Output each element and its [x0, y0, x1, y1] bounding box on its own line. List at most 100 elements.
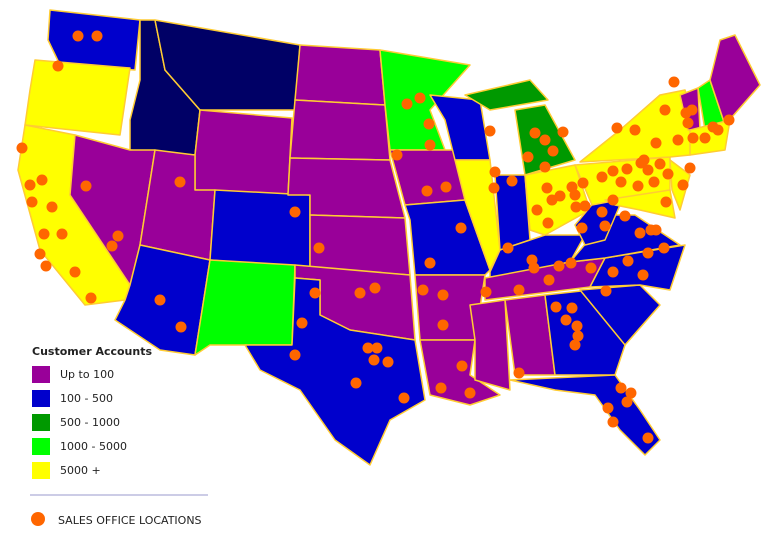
office-dot: [26, 196, 38, 208]
office-dot: [707, 121, 719, 133]
office-dot: [543, 274, 555, 286]
office-dot: [16, 142, 28, 154]
office-dot: [313, 242, 325, 254]
office-dot: [289, 206, 301, 218]
office-dot: [654, 158, 666, 170]
office-dot: [46, 201, 58, 213]
office-dot: [619, 210, 631, 222]
office-dot: [576, 222, 588, 234]
office-dot: [34, 248, 46, 260]
office-dot: [488, 182, 500, 194]
office-dot: [369, 282, 381, 294]
office-dot: [154, 294, 166, 306]
office-dot: [607, 266, 619, 278]
office-dot: [687, 132, 699, 144]
office-dot: [542, 217, 554, 229]
office-dot: [660, 196, 672, 208]
legend-label: 5000 +: [60, 464, 101, 477]
office-dot: [553, 260, 565, 272]
office-dot: [484, 125, 496, 137]
office-dot: [539, 134, 551, 146]
office-dot: [289, 349, 301, 361]
state: [154, 19, 301, 111]
office-dot: [599, 220, 611, 232]
state: [194, 259, 296, 356]
office-dot: [354, 287, 366, 299]
office-dot: [522, 151, 534, 163]
office-dot: [686, 104, 698, 116]
footer-label: SALES OFFICE LOCATIONS: [58, 514, 202, 527]
office-dot: [634, 227, 646, 239]
legend-swatch: [32, 462, 50, 479]
state: [579, 284, 661, 346]
office-dot: [684, 162, 696, 174]
office-dot: [529, 127, 541, 139]
legend-title: Customer Accounts: [32, 345, 152, 358]
office-dot: [513, 367, 525, 379]
office-dot: [423, 118, 435, 130]
office-dot: [668, 76, 680, 88]
office-dot: [40, 260, 52, 272]
legend-swatch: [32, 366, 50, 383]
office-dot: [382, 356, 394, 368]
office-dot: [502, 242, 514, 254]
office-dot: [69, 266, 81, 278]
office-dot: [625, 387, 637, 399]
office-dot: [650, 224, 662, 236]
office-dot: [175, 321, 187, 333]
office-dot: [455, 222, 467, 234]
office-dot: [607, 416, 619, 428]
office-dot: [52, 60, 64, 72]
office-dot: [362, 342, 374, 354]
office-dot: [638, 154, 650, 166]
office-dot: [350, 377, 362, 389]
state: [194, 109, 293, 196]
office-dot: [38, 228, 50, 240]
office-dot: [391, 149, 403, 161]
office-dot: [480, 286, 492, 298]
office-dot: [699, 132, 711, 144]
office-dot: [56, 228, 68, 240]
office-dot: [577, 177, 589, 189]
legend: Customer Accounts Up to 100 100 - 500 500 …: [32, 345, 152, 479]
office-dot: [371, 342, 383, 354]
office-dot: [464, 387, 476, 399]
legend-label: Up to 100: [60, 368, 114, 381]
office-dot: [539, 161, 551, 173]
state: [469, 299, 511, 391]
state: [209, 189, 311, 269]
office-dot: [424, 257, 436, 269]
office-dot: [600, 285, 612, 297]
office-dot: [106, 240, 118, 252]
office-dot: [585, 262, 597, 274]
office-dot: [80, 180, 92, 192]
office-dot: [112, 230, 124, 242]
office-dot: [596, 206, 608, 218]
office-dot: [91, 30, 103, 42]
office-dot: [637, 269, 649, 281]
office-dot: [506, 175, 518, 187]
office-dot: [723, 114, 735, 126]
office-dot: [659, 104, 671, 116]
office-dot: [642, 432, 654, 444]
office-dot: [611, 122, 623, 134]
legend-swatch: [32, 414, 50, 431]
office-dot: [72, 30, 84, 42]
office-dot: [424, 139, 436, 151]
office-dot: [566, 302, 578, 314]
office-dot: [658, 242, 670, 254]
office-dot: [648, 176, 660, 188]
office-dot: [24, 179, 36, 191]
state: [24, 59, 131, 136]
legend-label: 100 - 500: [60, 392, 113, 405]
office-dot: [621, 163, 633, 175]
footer-dot: [31, 512, 45, 526]
office-dot: [557, 126, 569, 138]
office-dot: [607, 194, 619, 206]
office-dot: [401, 98, 413, 110]
office-dot: [569, 339, 581, 351]
office-dot: [550, 301, 562, 313]
state: [509, 374, 661, 456]
office-dot: [566, 181, 578, 193]
